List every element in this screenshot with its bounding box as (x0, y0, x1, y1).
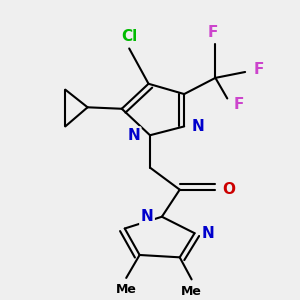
Text: F: F (253, 61, 264, 76)
Text: N: N (191, 119, 204, 134)
Text: O: O (222, 182, 235, 197)
Text: N: N (127, 128, 140, 143)
Text: N: N (141, 209, 153, 224)
Text: F: F (234, 97, 244, 112)
Text: Me: Me (116, 283, 137, 296)
Text: F: F (207, 25, 218, 40)
Text: N: N (202, 226, 214, 241)
Text: Me: Me (181, 285, 202, 298)
Text: Cl: Cl (121, 29, 137, 44)
